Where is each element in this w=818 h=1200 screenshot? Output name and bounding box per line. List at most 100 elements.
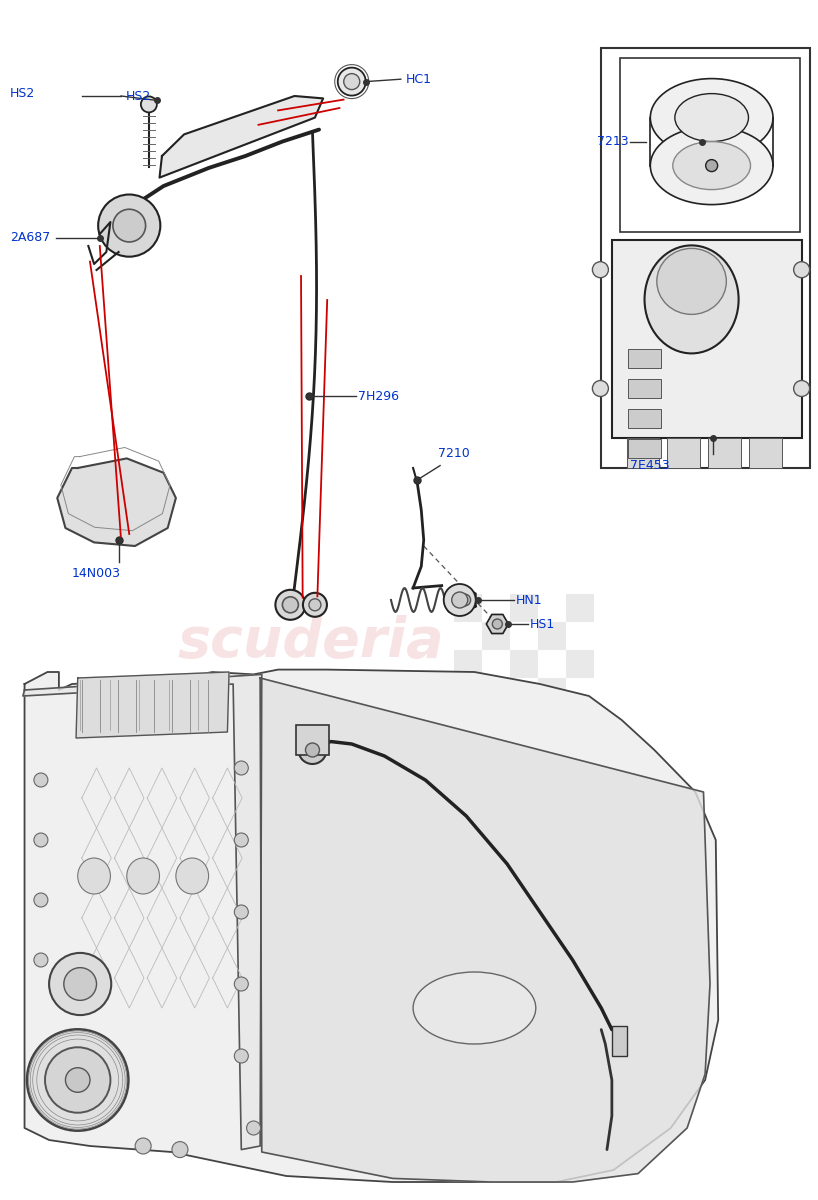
Bar	[510, 650, 538, 678]
Text: HS1: HS1	[530, 618, 555, 630]
Bar	[566, 678, 594, 706]
Bar	[538, 650, 566, 678]
Polygon shape	[25, 670, 718, 1182]
Circle shape	[234, 1049, 249, 1063]
Circle shape	[141, 96, 157, 113]
Text: scuderia: scuderia	[178, 614, 444, 670]
Bar	[510, 594, 538, 622]
Bar	[454, 650, 482, 678]
Circle shape	[234, 977, 249, 991]
Text: HN1: HN1	[515, 594, 542, 606]
Circle shape	[98, 194, 160, 257]
Text: 7213: 7213	[597, 136, 629, 148]
Circle shape	[45, 1048, 110, 1112]
Ellipse shape	[650, 78, 773, 156]
Bar	[538, 622, 566, 650]
Circle shape	[305, 743, 320, 757]
Circle shape	[338, 67, 366, 96]
Ellipse shape	[413, 972, 536, 1044]
Bar	[538, 706, 566, 734]
Circle shape	[234, 761, 249, 775]
Bar	[482, 650, 510, 678]
Circle shape	[34, 833, 48, 847]
Ellipse shape	[127, 858, 160, 894]
Ellipse shape	[645, 245, 739, 353]
Bar	[566, 622, 594, 650]
Circle shape	[452, 592, 468, 608]
Bar	[454, 678, 482, 706]
Circle shape	[793, 380, 810, 396]
Circle shape	[172, 1141, 188, 1158]
Text: 2A687: 2A687	[10, 232, 50, 244]
Circle shape	[64, 967, 97, 1001]
Circle shape	[309, 599, 321, 611]
Ellipse shape	[672, 142, 751, 190]
Circle shape	[65, 1068, 90, 1092]
Polygon shape	[453, 587, 476, 613]
Polygon shape	[160, 96, 323, 178]
Bar	[538, 594, 566, 622]
Circle shape	[443, 584, 476, 616]
Text: HS2: HS2	[10, 88, 35, 100]
Circle shape	[113, 209, 146, 242]
Bar	[628, 349, 661, 368]
Bar	[628, 409, 661, 428]
Circle shape	[49, 953, 111, 1015]
Ellipse shape	[675, 94, 748, 142]
Bar	[566, 706, 594, 734]
Bar	[482, 706, 510, 734]
Bar	[628, 379, 661, 398]
Text: 7E453: 7E453	[630, 460, 669, 472]
Ellipse shape	[78, 858, 110, 894]
Circle shape	[282, 596, 299, 613]
Bar	[454, 622, 482, 650]
Text: 14N003: 14N003	[72, 568, 121, 580]
Bar	[296, 725, 329, 755]
Circle shape	[592, 262, 609, 277]
Bar	[601, 48, 810, 468]
Bar	[628, 439, 661, 458]
Polygon shape	[76, 672, 229, 738]
Circle shape	[793, 262, 810, 277]
Circle shape	[34, 893, 48, 907]
Bar	[612, 1026, 627, 1056]
Circle shape	[592, 380, 609, 396]
Ellipse shape	[650, 126, 773, 204]
Text: HS2: HS2	[126, 90, 151, 102]
Bar	[538, 678, 566, 706]
Bar	[454, 706, 482, 734]
Circle shape	[135, 1138, 151, 1154]
Bar	[482, 678, 510, 706]
Circle shape	[234, 905, 249, 919]
Circle shape	[492, 619, 502, 629]
Polygon shape	[260, 678, 710, 1182]
Circle shape	[344, 73, 360, 90]
Bar	[749, 438, 782, 468]
Polygon shape	[23, 674, 262, 1150]
Bar	[627, 438, 659, 468]
Circle shape	[246, 1121, 261, 1135]
Circle shape	[459, 594, 470, 606]
Text: 7H296: 7H296	[358, 390, 399, 402]
Bar	[510, 678, 538, 706]
Circle shape	[276, 589, 305, 619]
Bar	[667, 438, 700, 468]
Ellipse shape	[176, 858, 209, 894]
Bar	[510, 622, 538, 650]
Text: HC1: HC1	[406, 73, 432, 85]
Text: c a r  p a r t s: c a r p a r t s	[218, 667, 404, 696]
Bar	[566, 594, 594, 622]
Bar	[708, 438, 741, 468]
Circle shape	[706, 160, 717, 172]
Bar	[510, 706, 538, 734]
Bar	[482, 594, 510, 622]
Circle shape	[34, 953, 48, 967]
Polygon shape	[57, 458, 176, 546]
Bar	[620, 58, 800, 232]
Text: 7210: 7210	[438, 448, 470, 460]
Circle shape	[234, 833, 249, 847]
Circle shape	[281, 593, 301, 612]
Circle shape	[303, 593, 327, 617]
Bar	[612, 240, 802, 438]
Circle shape	[34, 773, 48, 787]
